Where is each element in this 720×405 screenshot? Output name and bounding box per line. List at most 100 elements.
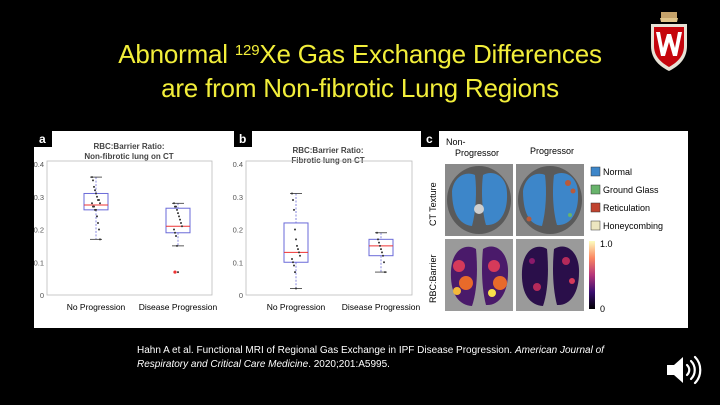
chart-b-point	[380, 248, 382, 251]
chart-a-point	[93, 205, 95, 208]
colorbar	[589, 241, 595, 309]
chart-a-point	[97, 221, 99, 224]
chart-a-point	[175, 205, 177, 208]
chart-a-point	[173, 202, 175, 205]
chart-a-point	[174, 231, 176, 234]
chart-b-point	[383, 261, 385, 264]
chart-a-point	[99, 238, 101, 241]
chart-b-point	[381, 251, 383, 254]
chart-b-xlabel-0: No Progression	[267, 302, 326, 312]
chart-a-frame	[46, 160, 213, 296]
legend-normal: Normal	[603, 167, 632, 177]
legend-reticulation: Reticulation	[603, 203, 650, 213]
chart-a-ytick: 0	[40, 291, 44, 300]
rbc-barrier-progressor-image	[516, 239, 584, 311]
chart-a-title-2: Non-fibrotic lung on CT	[84, 152, 173, 161]
panel-label-c: c	[426, 132, 433, 146]
chart-a-point	[176, 244, 178, 247]
chart-b-point	[379, 244, 381, 247]
chart-b-ytick: 0	[239, 291, 243, 300]
chart-b-point	[291, 192, 293, 195]
chart-a-ytick: 0.2	[34, 226, 44, 235]
chart-a-point	[173, 228, 175, 231]
chart-a-point	[93, 185, 95, 188]
chart-b-point	[295, 238, 297, 241]
chart-b-point	[378, 241, 380, 244]
chart-a-point	[176, 208, 178, 211]
legend-swatch-normal	[590, 166, 601, 177]
chart-b-point	[296, 244, 298, 247]
chart-a-point	[177, 271, 179, 274]
legend-swatch-honeycombing	[590, 220, 601, 231]
chart-b-box	[283, 222, 309, 263]
col-label-nonprogressor-1: Non-	[446, 137, 466, 147]
chart-a-point	[96, 195, 98, 198]
chart-a-title-1: RBC:Barrier Ratio:	[93, 142, 164, 151]
slide-title-line1: Abnormal 129Xe Gas Exchange Differences	[118, 39, 602, 69]
chart-b-point	[291, 257, 293, 260]
chart-b-point	[293, 264, 295, 267]
chart-b-title-1: RBC:Barrier Ratio:	[292, 146, 363, 155]
chart-b-ytick: 0.1	[233, 258, 243, 267]
chart-b-point	[292, 199, 294, 202]
panel-label-b: b	[239, 132, 246, 146]
chart-a-point	[92, 179, 94, 182]
citation: Hahn A et al. Functional MRI of Regional…	[137, 345, 604, 370]
chart-a-point	[180, 221, 182, 224]
chart-a-point	[95, 192, 97, 195]
chart-a-ytick: 0.1	[34, 258, 44, 267]
chart-a-ytick: 0.3	[34, 193, 44, 202]
chart-a-point	[98, 228, 100, 231]
chart-b-ytick: 0.4	[233, 160, 243, 169]
colorbar-max: 1.0	[600, 239, 613, 249]
chart-a-point	[178, 215, 180, 218]
chart-b-point	[293, 208, 295, 211]
chart-b-point	[298, 251, 300, 254]
legend-ground-glass: Ground Glass	[603, 185, 659, 195]
chart-a-point	[181, 225, 183, 228]
chart-b-frame	[245, 160, 413, 296]
row-label-ct-texture: CT Texture	[428, 182, 438, 226]
chart-b-point	[295, 287, 297, 290]
col-label-nonprogressor-2: Progressor	[455, 148, 499, 158]
chart-a-point	[98, 199, 100, 202]
chart-a-xlabel-1: Disease Progression	[139, 302, 218, 312]
chart-a-point	[175, 235, 177, 238]
chart-b-point	[297, 248, 299, 251]
figure-panel: a RBC:Barrier Ratio: Non-fibrotic lung o…	[34, 131, 688, 328]
chart-a-outlier	[173, 270, 177, 274]
chart-a-box	[83, 192, 109, 211]
ct-texture-progressor-image	[516, 164, 584, 236]
slide-title-line2: are from Non-fibrotic Lung Regions	[161, 73, 559, 103]
chart-b-point	[299, 254, 301, 257]
chart-b-point	[294, 228, 296, 231]
chart-b-box	[368, 238, 394, 257]
chart-b-title-2: Fibrotic lung on CT	[291, 156, 364, 165]
rbc-barrier-nonprogressor-image	[445, 239, 513, 311]
speaker-icon[interactable]	[663, 353, 703, 387]
ct-texture-nonprogressor-image	[445, 164, 513, 236]
chart-b-ytick: 0.2	[233, 226, 243, 235]
colorbar-min: 0	[600, 304, 605, 314]
chart-b-point	[377, 238, 379, 241]
chart-a-point	[91, 202, 93, 205]
legend-swatch-reticulation	[590, 202, 601, 213]
chart-a-point	[177, 212, 179, 215]
chart-a-point	[95, 208, 97, 211]
chart-a-box	[165, 207, 191, 234]
chart-a-point	[94, 189, 96, 192]
chart-b-point	[292, 261, 294, 264]
chart-b-ytick: 0.3	[233, 193, 243, 202]
row-label-rbc-barrier: RBC:Barrier	[428, 254, 438, 303]
legend-swatch-ground-glass	[590, 184, 601, 195]
col-label-progressor: Progressor	[530, 146, 574, 156]
chart-a-point	[179, 218, 181, 221]
chart-b-point	[294, 271, 296, 274]
chart-b-point	[376, 231, 378, 234]
chart-a-point	[91, 176, 93, 179]
chart-b-point	[382, 254, 384, 257]
chart-a-ytick: 0.4	[34, 160, 44, 169]
panel-label-a: a	[39, 132, 46, 146]
university-crest-logo: W	[651, 12, 687, 71]
chart-a-xlabel-0: No Progression	[67, 302, 126, 312]
